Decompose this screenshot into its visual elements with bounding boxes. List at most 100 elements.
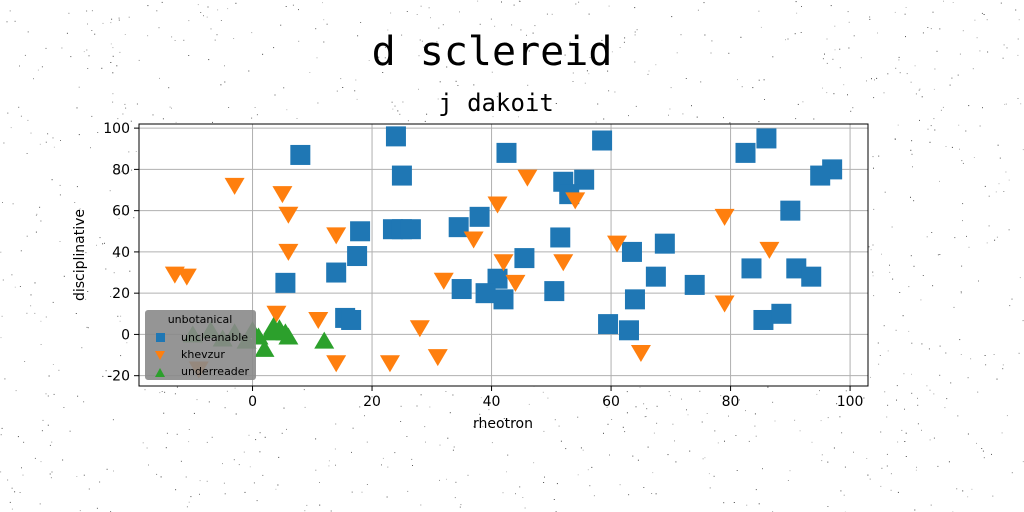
- x-tick-label: 100: [837, 394, 864, 410]
- noise-speck: [708, 473, 710, 475]
- noise-speck: [186, 506, 188, 508]
- noise-speck: [960, 354, 962, 355]
- noise-speck: [569, 41, 571, 43]
- chart-title: d sclereid: [372, 29, 613, 75]
- noise-speck: [628, 494, 630, 496]
- noise-speck: [491, 71, 493, 73]
- x-tick-label: 20: [363, 394, 381, 410]
- noise-speck: [917, 397, 918, 399]
- noise-speck: [899, 292, 901, 293]
- noise-speck: [359, 406, 361, 408]
- noise-speck: [896, 385, 898, 387]
- noise-speck: [59, 184, 61, 186]
- noise-speck: [682, 113, 684, 115]
- noise-speck: [623, 41, 625, 43]
- noise-speck: [912, 166, 913, 168]
- noise-speck: [30, 294, 32, 296]
- noise-speck: [604, 396, 606, 398]
- noise-speck: [315, 438, 317, 440]
- y-tick-label: 60: [112, 204, 130, 220]
- noise-speck: [533, 462, 535, 464]
- noise-speck: [867, 474, 869, 476]
- noise-speck: [904, 408, 905, 410]
- noise-speck: [208, 59, 210, 61]
- noise-speck: [364, 415, 365, 417]
- noise-speck: [26, 312, 28, 314]
- noise-speck: [125, 107, 127, 109]
- noise-speck: [45, 393, 47, 395]
- noise-speck: [48, 375, 50, 377]
- noise-speck: [1002, 364, 1004, 366]
- noise-speck: [976, 442, 977, 444]
- noise-speck: [983, 457, 985, 459]
- noise-speck: [243, 451, 245, 453]
- point-uncleanable: [275, 272, 296, 293]
- noise-speck: [262, 53, 264, 55]
- noise-speck: [68, 12, 70, 14]
- noise-speck: [51, 471, 53, 473]
- noise-speck: [401, 34, 403, 36]
- noise-speck: [711, 40, 713, 42]
- noise-speck: [86, 326, 88, 328]
- noise-speck: [113, 272, 115, 274]
- noise-speck: [826, 38, 828, 40]
- noise-speck: [296, 118, 298, 119]
- noise-speck: [418, 55, 420, 57]
- noise-speck: [1017, 38, 1019, 40]
- noise-speck: [687, 414, 689, 416]
- noise-speck: [564, 54, 566, 56]
- noise-speck: [884, 191, 886, 193]
- noise-speck: [328, 465, 330, 467]
- noise-speck: [397, 110, 399, 112]
- noise-speck: [400, 405, 402, 407]
- noise-speck: [30, 305, 32, 307]
- noise-speck: [7, 112, 9, 114]
- noise-speck: [898, 59, 900, 61]
- noise-speck: [936, 50, 938, 52]
- noise-speck: [992, 495, 994, 497]
- noise-speck: [728, 52, 730, 54]
- noise-speck: [926, 385, 928, 387]
- noise-speck: [897, 441, 899, 443]
- noise-speck: [112, 101, 114, 103]
- noise-speck: [503, 43, 505, 45]
- noise-speck: [1011, 298, 1013, 300]
- noise-speck: [870, 249, 872, 251]
- noise-speck: [713, 475, 715, 477]
- noise-speck: [933, 437, 935, 439]
- noise-speck: [159, 392, 161, 394]
- noise-speck: [438, 27, 440, 29]
- noise-speck: [933, 118, 935, 120]
- noise-speck: [985, 364, 987, 366]
- noise-speck: [446, 66, 448, 68]
- noise-speck: [235, 413, 237, 415]
- noise-speck: [745, 410, 746, 412]
- noise-speck: [752, 87, 754, 89]
- noise-speck: [979, 50, 981, 52]
- noise-speck: [929, 389, 931, 391]
- noise-speck: [430, 17, 431, 19]
- noise-speck: [848, 47, 850, 49]
- plot-frame: [138, 123, 869, 387]
- noise-speck: [737, 79, 738, 81]
- noise-speck: [915, 93, 917, 95]
- noise-speck: [901, 429, 903, 431]
- noise-speck: [164, 391, 166, 393]
- noise-speck: [917, 404, 919, 406]
- noise-speck: [843, 84, 845, 86]
- noise-speck: [168, 87, 170, 89]
- noise-speck: [214, 39, 216, 41]
- noise-speck: [74, 202, 76, 203]
- noise-speck: [706, 413, 708, 414]
- noise-speck: [883, 92, 885, 94]
- noise-speck: [63, 275, 65, 277]
- noise-speck: [249, 466, 251, 468]
- noise-speck: [995, 191, 997, 193]
- noise-speck: [608, 5, 610, 7]
- noise-speck: [881, 253, 882, 255]
- noise-speck: [87, 327, 89, 329]
- noise-speck: [502, 492, 504, 494]
- legend-entry-underreader: underreader: [155, 365, 250, 378]
- noise-speck: [914, 65, 916, 67]
- noise-speck: [14, 20, 16, 22]
